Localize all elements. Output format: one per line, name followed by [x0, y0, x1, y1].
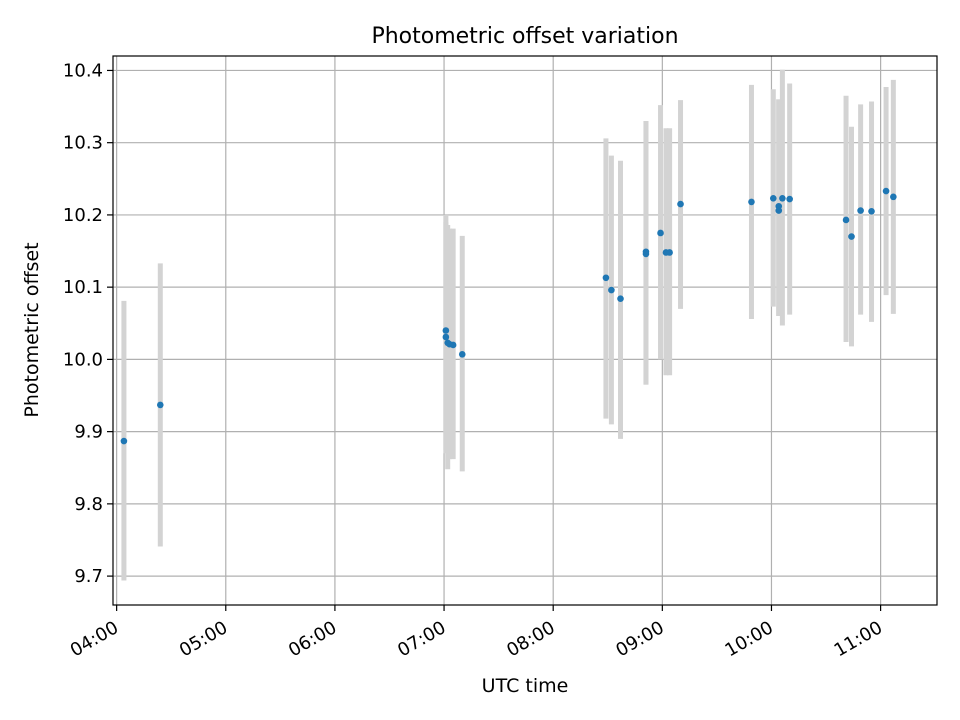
y-tick-label: 9.8 [74, 494, 103, 515]
data-point [642, 250, 650, 258]
data-points [120, 187, 897, 445]
y-tick-label: 9.9 [74, 422, 103, 443]
y-tick-label: 10.4 [63, 60, 103, 81]
data-point [842, 216, 850, 224]
data-point [442, 333, 450, 341]
plot-frame [112, 55, 938, 606]
data-point [786, 195, 793, 203]
y-axis-label: Photometric offset [21, 242, 43, 417]
y-tick-label: 9.7 [74, 566, 103, 587]
data-point [657, 229, 664, 237]
data-point [617, 295, 624, 303]
y-tick-label: 10.3 [63, 133, 103, 154]
data-point [156, 401, 164, 409]
data-point [442, 327, 450, 334]
data-point [449, 341, 457, 349]
data-point [848, 233, 855, 240]
data-point [458, 351, 466, 358]
y-tick-label: 10.2 [63, 205, 103, 226]
data-point [120, 437, 128, 445]
data-point [882, 187, 890, 195]
data-point [602, 274, 610, 282]
y-tick-label: 10.0 [63, 349, 103, 370]
y-tick-label: 10.1 [63, 277, 103, 298]
data-point [666, 249, 673, 256]
data-point [857, 207, 864, 214]
data-point [890, 193, 897, 201]
data-point [769, 195, 777, 202]
data-point [677, 200, 684, 208]
y-axis-ticks: 9.7 9.8 9.9 10.0 10.1 10.2 10.3 10.4 [63, 60, 113, 587]
data-point [868, 208, 875, 215]
chart-title: Photometric offset variation [371, 24, 678, 49]
x-axis-label: UTC time [482, 675, 569, 697]
data-point [779, 195, 786, 202]
data-point [775, 207, 783, 214]
data-point [608, 286, 615, 294]
data-point [748, 198, 755, 206]
